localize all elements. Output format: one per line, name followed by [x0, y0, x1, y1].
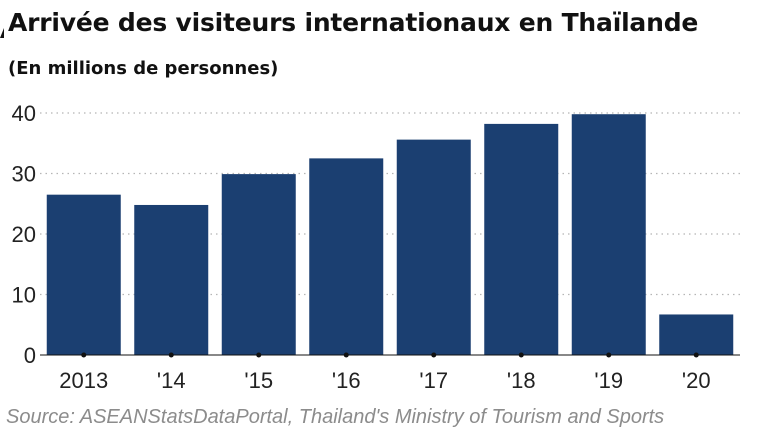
- bar: [659, 314, 734, 355]
- chart-title: Arrivée des visiteurs internationaux en …: [8, 8, 699, 37]
- x-tick-label: 2013: [59, 368, 108, 393]
- x-tick-label: '17: [419, 368, 448, 393]
- bar: [571, 114, 646, 356]
- bar: [484, 123, 559, 355]
- y-tick-label: 0: [24, 343, 36, 368]
- y-tick-label: 10: [12, 283, 36, 308]
- bar: [134, 204, 209, 355]
- x-tick-label: '14: [157, 368, 186, 393]
- x-tick-label: '18: [507, 368, 536, 393]
- bar: [309, 158, 384, 355]
- bar-chart: 0 10 20 30 40 2013 '14 '15 '16 '17 '18 '19 '20: [12, 101, 740, 393]
- x-tick-label: '16: [332, 368, 361, 393]
- bar: [46, 194, 121, 355]
- chart-subtitle: (En millions de personnes): [8, 58, 279, 79]
- x-tick-label: '19: [594, 368, 623, 393]
- bar: [221, 174, 296, 355]
- x-tick-mark: [431, 352, 437, 358]
- y-axis-ticks: 0 10 20 30 40: [12, 101, 36, 368]
- x-tick-label: '15: [244, 368, 273, 393]
- x-tick-mark: [606, 352, 612, 358]
- x-tick-mark: [168, 352, 174, 358]
- x-tick-label: '20: [682, 368, 711, 393]
- bars: [46, 114, 734, 356]
- corner-mark: [0, 28, 4, 38]
- x-tick-mark: [256, 352, 262, 358]
- x-axis-ticks: 2013 '14 '15 '16 '17 '18 '19 '20: [59, 352, 711, 393]
- x-tick-mark: [518, 352, 524, 358]
- x-tick-mark: [343, 352, 349, 358]
- y-tick-label: 40: [12, 101, 36, 126]
- source-note: Source: ASEANStatsDataPortal, Thailand's…: [6, 406, 665, 428]
- x-tick-mark: [693, 352, 699, 358]
- y-tick-label: 20: [12, 222, 36, 247]
- bar: [396, 139, 471, 355]
- y-tick-label: 30: [12, 162, 36, 187]
- x-tick-mark: [81, 352, 87, 358]
